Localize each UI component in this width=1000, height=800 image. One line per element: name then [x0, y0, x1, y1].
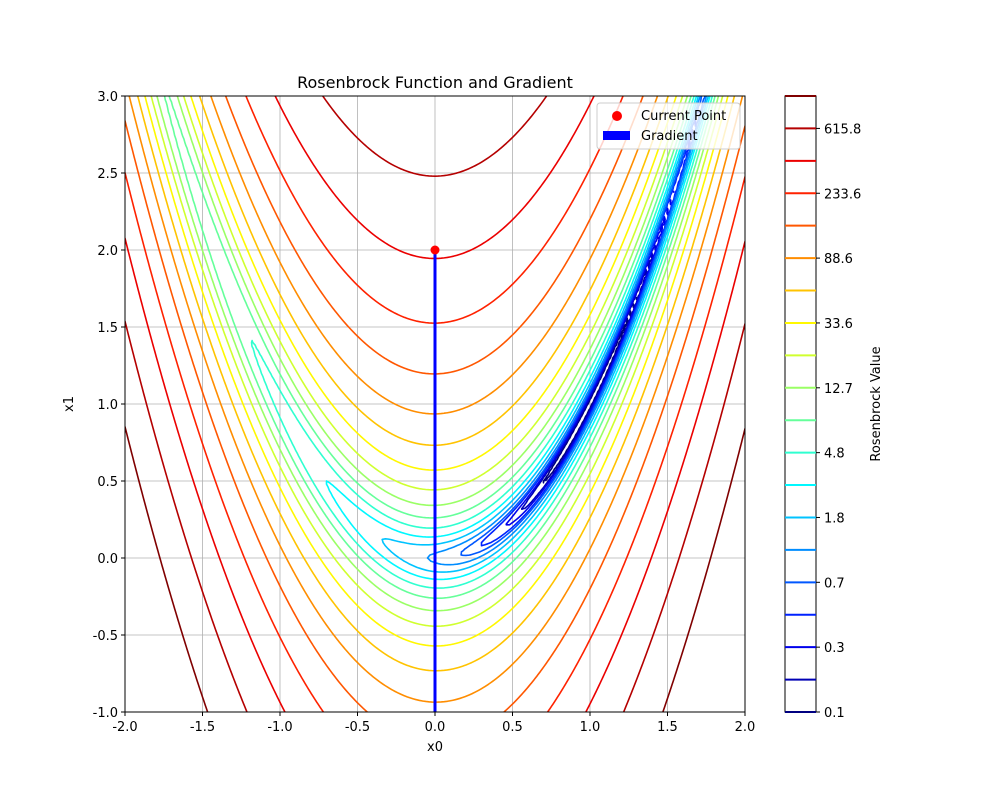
colorbar-tick-label: 33.6 [824, 317, 853, 332]
colorbar-tick-label: 233.6 [824, 187, 861, 202]
contour-level-15 [125, 96, 745, 712]
legend-gradient-marker [603, 131, 630, 140]
x-tick-label: -1.0 [267, 720, 292, 735]
contour-level-19 [125, 425, 745, 712]
x-tick-label: 0.0 [425, 720, 446, 735]
chart-title: Rosenbrock Function and Gradient [297, 73, 573, 92]
contour-level-13 [136, 96, 736, 672]
y-tick-label: 2.5 [97, 167, 118, 182]
x-tick-label: -0.5 [345, 720, 370, 735]
contour-level-10 [156, 96, 720, 612]
y-tick-label: 0.0 [97, 552, 118, 567]
x-tick-label: 2.0 [735, 720, 756, 735]
legend-current-point-marker [612, 111, 622, 121]
x-tick-label: 0.5 [502, 720, 523, 735]
legend: Current Point Gradient [596, 102, 741, 150]
colorbar-frame [784, 95, 817, 713]
legend-box [596, 102, 741, 150]
y-tick-label: -1.0 [93, 706, 118, 721]
x-axis-label: x0 [427, 740, 443, 755]
contour-level-6 [381, 96, 710, 573]
contour-lines [125, 96, 745, 712]
y-axis: -1.0 -0.5 0.0 0.5 1.0 1.5 2.0 2.5 3.0 [93, 90, 125, 721]
y-tick-label: -0.5 [93, 629, 118, 644]
contour-level-12 [144, 96, 729, 647]
legend-gradient-label: Gradient [641, 129, 698, 144]
y-tick-label: 3.0 [97, 90, 118, 105]
contour-level-17 [125, 96, 745, 712]
colorbar-tick-label: 1.8 [824, 511, 845, 526]
x-tick-label: -1.5 [190, 720, 215, 735]
current-point-marker [430, 245, 440, 255]
colorbar-tick-label: 12.7 [824, 382, 853, 397]
y-axis-label: x1 [62, 396, 77, 412]
y-tick-label: 1.0 [97, 398, 118, 413]
contour-level-14 [128, 96, 744, 703]
x-tick-label: 1.5 [657, 720, 678, 735]
gradient-layer [430, 245, 440, 712]
legend-current-point-label: Current Point [641, 109, 726, 124]
colorbar-tick-label: 4.8 [824, 447, 845, 462]
colorbar-tick-label: 615.8 [824, 122, 861, 137]
contour-level-5 [426, 96, 708, 566]
contour-level-4 [460, 96, 706, 557]
contour-level-16 [125, 96, 745, 712]
colorbar: 0.1 0.3 0.7 1.8 4.8 12.7 33.6 88.6 233.6 615.8 Ro… [784, 95, 884, 721]
colorbar-tick-label: 0.3 [824, 641, 845, 656]
y-tick-label: 1.5 [97, 321, 118, 336]
x-tick-label: -2.0 [112, 720, 137, 735]
contour-level-18 [125, 96, 745, 712]
y-tick-label: 0.5 [97, 475, 118, 490]
colorbar-tick-label: 88.6 [824, 252, 853, 267]
y-tick-label: 2.0 [97, 244, 118, 259]
colorbar-tick-label: 0.7 [824, 576, 845, 591]
colorbar-label: Rosenbrock Value [869, 346, 884, 461]
contour-level-7 [325, 96, 711, 581]
x-axis: -2.0 -1.5 -1.0 -0.5 0.0 0.5 1.0 1.5 2.0 [112, 712, 755, 735]
contour-level-2 [505, 190, 675, 526]
x-tick-label: 1.0 [580, 720, 601, 735]
contour-level-8 [250, 96, 714, 589]
colorbar-tick-label: 0.1 [824, 706, 845, 721]
colorbar-level-lines [785, 95, 816, 713]
colorbar-ticks: 0.1 0.3 0.7 1.8 4.8 12.7 33.6 88.6 233.6 615.8 [816, 122, 861, 721]
contour-level-11 [150, 96, 724, 627]
